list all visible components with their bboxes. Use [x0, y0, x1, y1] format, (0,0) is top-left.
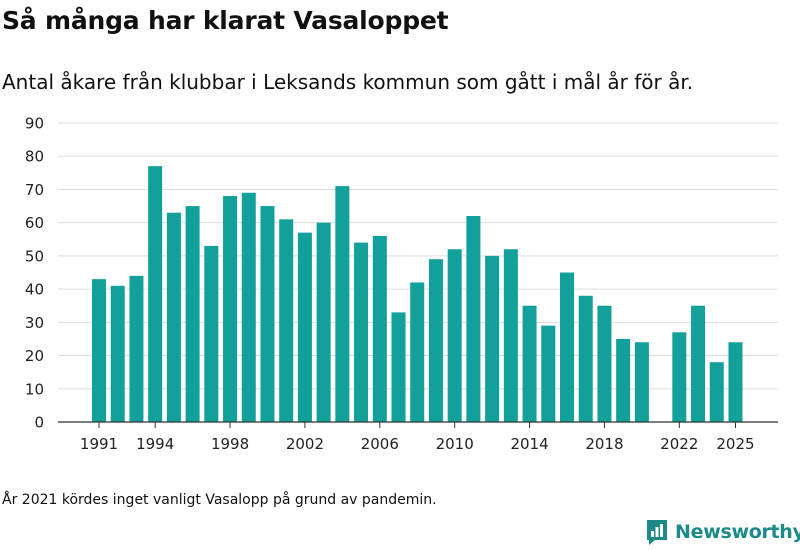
y-tick-label-60: 60 — [25, 214, 44, 232]
x-tick-label-2002: 2002 — [286, 435, 324, 453]
x-tick-label-1998: 1998 — [211, 435, 249, 453]
bar-2001 — [279, 219, 294, 422]
footnote: År 2021 kördes inget vanligt Vasalopp på… — [2, 492, 437, 508]
brand-name: Newsworthy — [675, 521, 800, 543]
y-tick-label-70: 70 — [25, 181, 44, 199]
bar-2012 — [485, 255, 500, 422]
x-tick-label-2014: 2014 — [510, 435, 548, 453]
bar-2002 — [297, 232, 312, 422]
bar-2005 — [354, 242, 369, 422]
bar-2007 — [391, 312, 406, 422]
x-tick-label-1994: 1994 — [136, 435, 174, 453]
y-tick-label-30: 30 — [25, 314, 44, 332]
y-tick-label-90: 90 — [25, 115, 44, 133]
bar-2013 — [503, 249, 518, 422]
bar-2025 — [728, 342, 743, 422]
bar-2023 — [691, 305, 706, 422]
y-tick-label-50: 50 — [25, 247, 44, 265]
bar-2017 — [578, 295, 593, 422]
bar-1996 — [185, 206, 200, 422]
y-tick-label-10: 10 — [25, 380, 44, 398]
bar-2015 — [541, 325, 556, 422]
bar-2004 — [335, 186, 350, 422]
bar-2016 — [560, 272, 574, 422]
bar-2018 — [597, 305, 612, 422]
bar-1993 — [129, 275, 144, 422]
bar-1998 — [223, 196, 238, 422]
bar-1997 — [204, 245, 219, 422]
x-tick-label-1991: 1991 — [80, 435, 118, 453]
x-tick-label-2018: 2018 — [585, 435, 623, 453]
y-tick-label-0: 0 — [34, 414, 44, 432]
bar-1992 — [110, 285, 125, 422]
bar-2011 — [466, 216, 481, 422]
bar-2008 — [410, 282, 425, 422]
bar-2010 — [447, 249, 462, 422]
bar-2019 — [616, 338, 631, 422]
newsworthy-logo: Newsworthy — [645, 518, 800, 546]
chart-subtitle: Antal åkare från klubbar i Leksands komm… — [2, 70, 694, 94]
bar-2020 — [634, 342, 649, 422]
bar-1991 — [92, 279, 106, 422]
x-tick-label-2022: 2022 — [660, 435, 698, 453]
bar-2003 — [316, 222, 331, 422]
bar-2014 — [522, 305, 537, 422]
x-tick-label-2010: 2010 — [436, 435, 474, 453]
bar-2006 — [372, 235, 387, 422]
chart-title: Så många har klarat Vasaloppet — [2, 6, 449, 35]
bar-chart: 0 10 20 30 40 50 60 70 80 90 1991 1994 1998 2002 2006 2… — [25, 115, 778, 453]
bar-1995 — [166, 212, 181, 422]
x-tick-label-2025: 2025 — [716, 435, 754, 453]
bar-2009 — [428, 259, 443, 422]
bar-1994 — [148, 166, 163, 422]
newsworthy-icon — [647, 520, 667, 545]
bar-2024 — [709, 362, 724, 422]
x-tick-label-2006: 2006 — [361, 435, 399, 453]
y-tick-label-20: 20 — [25, 347, 44, 365]
y-tick-label-40: 40 — [25, 281, 44, 299]
bar-2022 — [672, 332, 687, 422]
bar-2000 — [260, 206, 275, 422]
y-tick-label-80: 80 — [25, 148, 44, 166]
bar-1999 — [241, 192, 256, 422]
